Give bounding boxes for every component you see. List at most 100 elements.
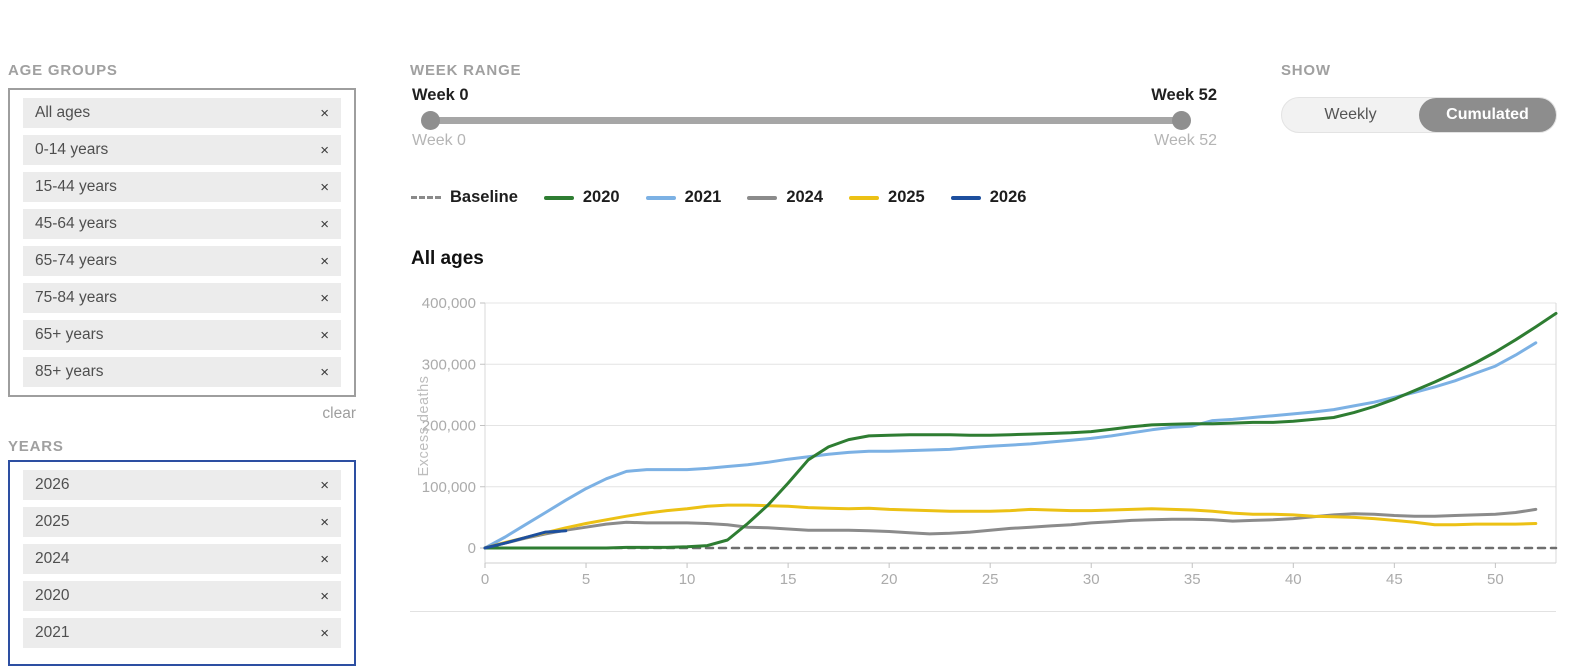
filter-chip-label: All ages	[35, 104, 91, 121]
legend-item: 2020	[543, 188, 620, 207]
filter-chip: 2020 ×	[23, 581, 341, 611]
filter-chip: 2025 ×	[23, 507, 341, 537]
x-tick-label: 5	[582, 571, 590, 588]
chart-title: All ages	[411, 248, 484, 269]
week-range-to-value: Week 52	[1151, 86, 1217, 104]
legend-item: 2021	[645, 188, 722, 207]
filter-chip-label: 65+ years	[35, 326, 104, 343]
x-tick-label: 15	[780, 571, 797, 588]
remove-filter-icon[interactable]: ×	[320, 476, 329, 494]
remove-filter-icon[interactable]: ×	[320, 363, 329, 381]
remove-filter-icon[interactable]: ×	[320, 624, 329, 642]
remove-filter-icon[interactable]: ×	[320, 513, 329, 531]
y-tick-label: 0	[468, 540, 476, 557]
show-option-weekly[interactable]: Weekly	[1324, 106, 1377, 123]
legend-label: 2024	[786, 188, 824, 206]
section-divider	[410, 611, 1556, 612]
years-list: 2026 × 2025 × 2024 × 2020 × 2021 ×	[8, 460, 356, 666]
x-tick-label: 20	[881, 571, 898, 588]
filter-chip: 2026 ×	[23, 470, 341, 500]
show-option-cumulated[interactable]: Cumulated	[1419, 98, 1556, 132]
week-range-min-label: Week 0	[412, 132, 466, 149]
legend-dashed-line-swatch	[411, 196, 441, 199]
show-toggle: Weekly Cumulated	[1281, 97, 1557, 133]
remove-filter-icon[interactable]: ×	[320, 215, 329, 233]
y-tick-label: 300,000	[422, 356, 476, 373]
y-tick-label: 400,000	[422, 295, 476, 312]
series-line-2024	[483, 507, 1538, 550]
filter-chip: 65+ years ×	[23, 320, 341, 350]
years-header: YEARS	[8, 438, 64, 455]
legend-line-swatch	[747, 195, 778, 200]
week-range-max-label: Week 52	[1154, 132, 1217, 149]
filter-chip-label: 65-74 years	[35, 252, 117, 269]
x-tick-label: 30	[1083, 571, 1100, 588]
show-header: SHOW	[1281, 62, 1331, 79]
filter-chip: 2021 ×	[23, 618, 341, 648]
x-tick-label: 35	[1184, 571, 1201, 588]
series-line-2026	[483, 529, 568, 550]
filter-chip-label: 2025	[35, 513, 70, 530]
legend-line-swatch	[543, 195, 574, 200]
filter-chip: 2024 ×	[23, 544, 341, 574]
filter-chip: 65-74 years ×	[23, 246, 341, 276]
filter-chip-label: 45-64 years	[35, 215, 117, 232]
y-tick-label: 100,000	[422, 479, 476, 496]
chart-legend: Baseline 2020 2021 2024 2025 2026	[411, 188, 1026, 207]
filter-chip-label: 0-14 years	[35, 141, 109, 158]
legend-label: 2026	[989, 188, 1027, 206]
legend-item: Baseline	[411, 188, 518, 207]
excess-deaths-chart: 0 100,000 200,000 300,000 400,000 0 5 10 15 20 25 3…	[416, 295, 1558, 588]
filter-chip-label: 2026	[35, 476, 70, 493]
filter-chip-label: 15-44 years	[35, 178, 117, 195]
series-line-2020	[483, 311, 1558, 550]
remove-filter-icon[interactable]: ×	[320, 289, 329, 307]
legend-line-swatch	[950, 195, 981, 200]
remove-filter-icon[interactable]: ×	[320, 587, 329, 605]
week-range-from-value: Week 0	[412, 86, 469, 104]
legend-line-swatch	[645, 195, 676, 200]
legend-item: 2025	[849, 188, 925, 207]
filter-chip-label: 2020	[35, 587, 70, 604]
x-tick-label: 0	[481, 571, 489, 588]
remove-filter-icon[interactable]: ×	[320, 550, 329, 568]
x-tick-label: 50	[1487, 571, 1504, 588]
clear-age-groups-link[interactable]: clear	[322, 405, 356, 422]
remove-filter-icon[interactable]: ×	[320, 104, 329, 122]
series-line-2021	[483, 341, 1538, 550]
filter-chip: 45-64 years ×	[23, 209, 341, 239]
legend-label: 2025	[888, 188, 925, 206]
x-tick-label: 10	[679, 571, 696, 588]
legend-label: 2020	[582, 188, 620, 206]
filter-chip-label: 2021	[35, 624, 70, 641]
legend-line-swatch	[849, 195, 880, 200]
week-range-limits: Week 0 Week 52	[412, 132, 1217, 150]
week-range-handle-right[interactable]	[1172, 111, 1191, 130]
filter-chip-label: 85+ years	[35, 363, 104, 380]
remove-filter-icon[interactable]: ×	[320, 252, 329, 270]
week-range-handle-left[interactable]	[421, 111, 440, 130]
legend-label: 2021	[684, 188, 722, 206]
filter-chip: 75-84 years ×	[23, 283, 341, 313]
x-tick-label: 25	[982, 571, 999, 588]
filter-chip: 15-44 years ×	[23, 172, 341, 202]
remove-filter-icon[interactable]: ×	[320, 141, 329, 159]
series-line-2025	[483, 503, 1538, 550]
age-groups-header: AGE GROUPS	[8, 62, 118, 79]
age-groups-list: All ages × 0-14 years × 15-44 years × 45-64 ye…	[8, 88, 356, 397]
x-tick-label: 40	[1285, 571, 1302, 588]
y-tick-label: 200,000	[422, 418, 476, 435]
filter-chip-label: 75-84 years	[35, 289, 117, 306]
filter-chip: 85+ years ×	[23, 357, 341, 387]
week-range-slider-track[interactable]	[430, 117, 1182, 124]
remove-filter-icon[interactable]: ×	[320, 326, 329, 344]
remove-filter-icon[interactable]: ×	[320, 178, 329, 196]
filter-chip-label: 2024	[35, 550, 70, 567]
legend-label: Baseline	[450, 188, 518, 206]
x-tick-label: 45	[1386, 571, 1403, 588]
week-range-header: WEEK RANGE	[410, 62, 522, 79]
week-range-values: Week 0 Week 52	[412, 86, 1217, 105]
legend-item: 2026	[950, 188, 1027, 207]
y-axis-title: Excess deaths	[416, 376, 432, 477]
filter-chip: All ages ×	[23, 98, 341, 128]
